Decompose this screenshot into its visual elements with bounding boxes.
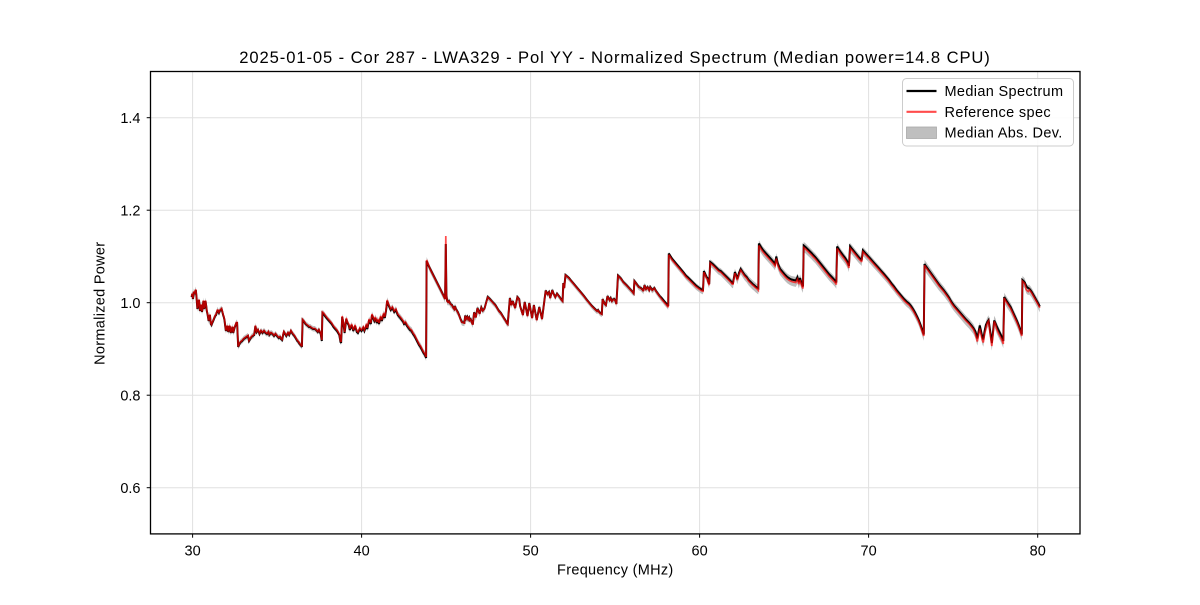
svg-text:60: 60 bbox=[692, 544, 708, 560]
svg-text:Frequency (MHz): Frequency (MHz) bbox=[557, 563, 674, 579]
svg-text:1.0: 1.0 bbox=[120, 296, 140, 312]
svg-text:1.4: 1.4 bbox=[120, 111, 140, 127]
svg-text:2025-01-05 - Cor 287 - LWA329: 2025-01-05 - Cor 287 - LWA329 - Pol YY -… bbox=[239, 48, 991, 67]
svg-text:70: 70 bbox=[861, 544, 877, 560]
svg-text:80: 80 bbox=[1030, 544, 1046, 560]
svg-text:40: 40 bbox=[354, 544, 370, 560]
svg-text:Reference spec: Reference spec bbox=[945, 105, 1051, 121]
svg-text:0.6: 0.6 bbox=[120, 481, 140, 497]
svg-text:Median Abs. Dev.: Median Abs. Dev. bbox=[945, 126, 1063, 142]
svg-text:1.2: 1.2 bbox=[120, 203, 140, 219]
svg-text:Normalized Power: Normalized Power bbox=[93, 242, 109, 365]
svg-text:0.8: 0.8 bbox=[120, 388, 140, 404]
svg-text:Median Spectrum: Median Spectrum bbox=[945, 84, 1064, 100]
svg-text:50: 50 bbox=[523, 544, 539, 560]
svg-text:30: 30 bbox=[185, 544, 201, 560]
